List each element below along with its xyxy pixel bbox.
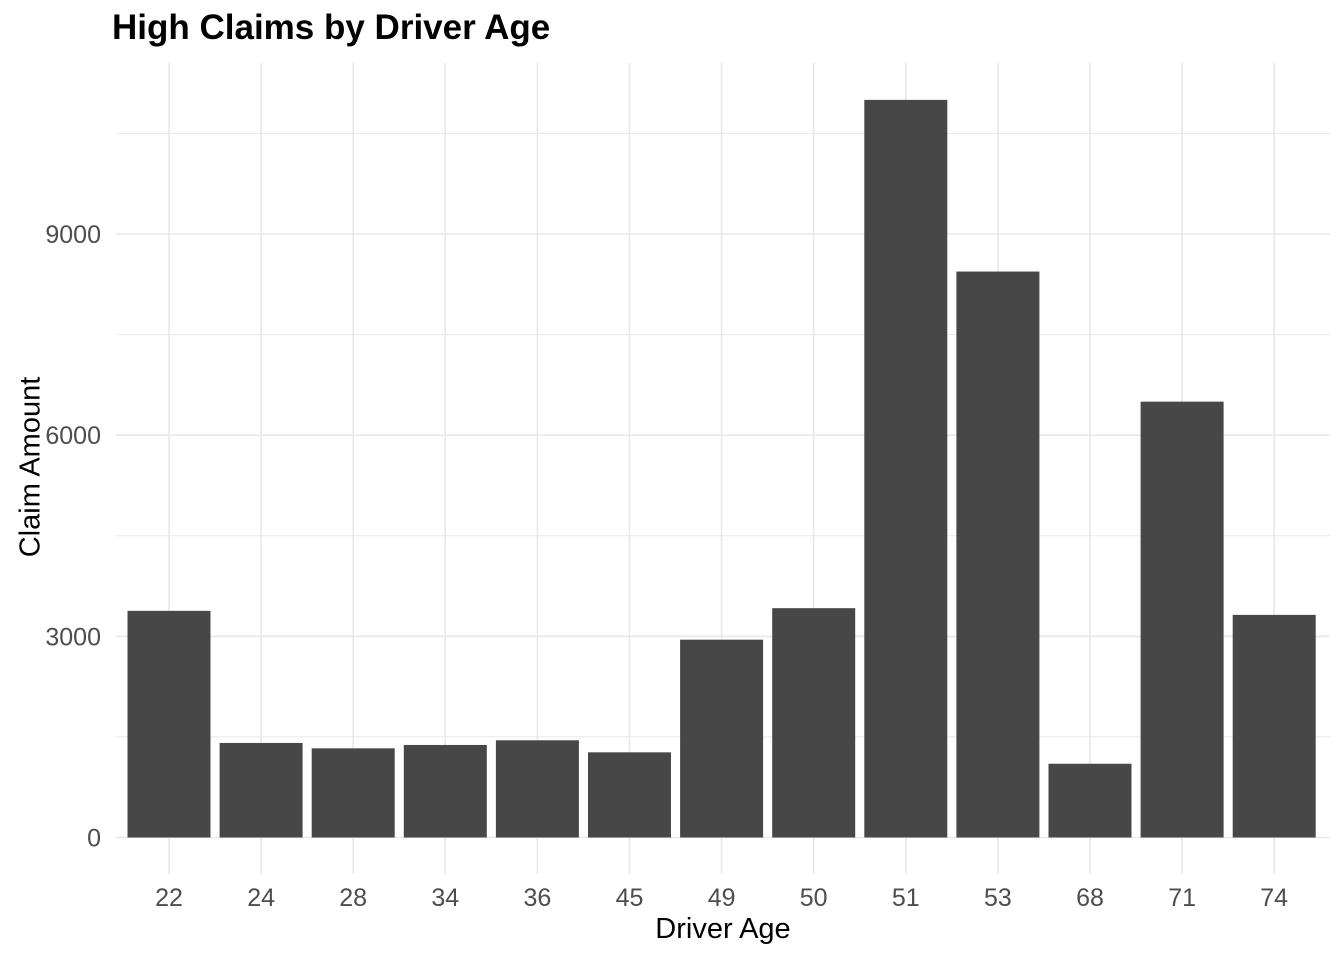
bar-age-22 (127, 610, 211, 838)
y-tick-label: 6000 (45, 422, 101, 450)
x-tick-label: 74 (1260, 884, 1288, 912)
x-tick-label: 22 (155, 884, 183, 912)
x-tick-label: 68 (1076, 884, 1104, 912)
bar-age-28 (311, 748, 395, 838)
y-tick-label: 0 (87, 825, 101, 853)
x-axis-title: Driver Age (655, 913, 791, 945)
bar-age-49 (680, 639, 764, 838)
x-tick-label: 53 (984, 884, 1012, 912)
bar-age-74 (1232, 614, 1316, 838)
x-tick-label: 49 (708, 884, 736, 912)
x-tick-label: 71 (1168, 884, 1196, 912)
bar-age-68 (1048, 763, 1132, 838)
bar-age-50 (772, 608, 856, 838)
bar-age-51 (864, 99, 948, 838)
x-tick-label: 36 (523, 884, 551, 912)
y-tick-label: 9000 (45, 221, 101, 249)
x-tick-label: 28 (339, 884, 367, 912)
x-tick-label: 45 (616, 884, 644, 912)
bar-age-24 (219, 742, 303, 838)
bar-age-71 (1140, 401, 1224, 838)
x-tick-label: 34 (431, 884, 459, 912)
chart-title: High Claims by Driver Age (112, 8, 551, 47)
bar-age-34 (403, 744, 487, 838)
bar-age-45 (588, 752, 671, 838)
bar-age-36 (495, 740, 579, 838)
x-tick-label: 24 (247, 884, 275, 912)
x-tick-label: 51 (892, 884, 920, 912)
x-tick-label: 50 (800, 884, 828, 912)
bar-age-53 (956, 271, 1040, 838)
y-tick-label: 3000 (45, 623, 101, 651)
